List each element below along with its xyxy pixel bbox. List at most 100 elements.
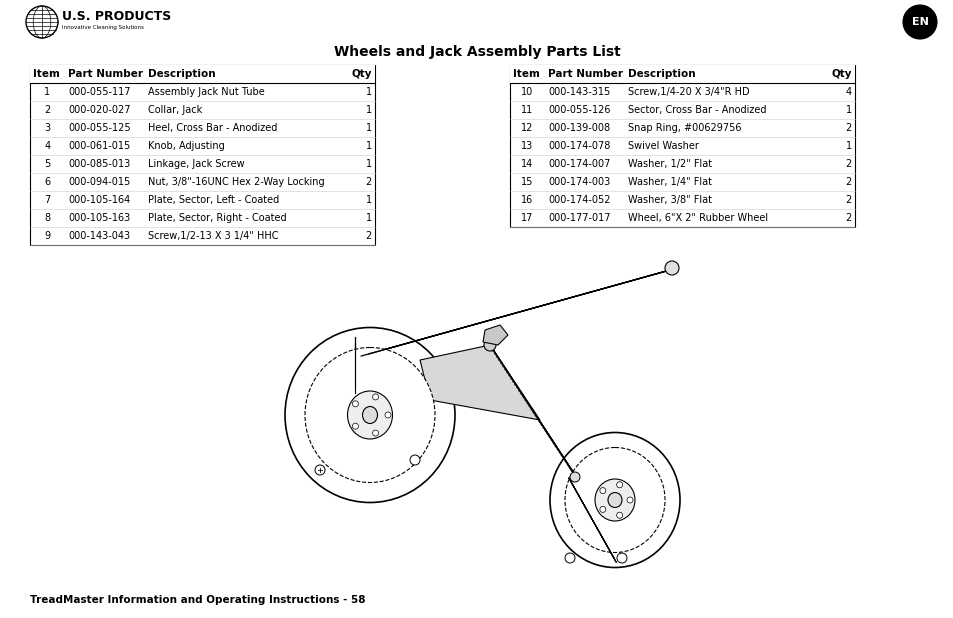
Circle shape	[363, 408, 376, 422]
Text: Screw,1/4-20 X 3/4"R HD: Screw,1/4-20 X 3/4"R HD	[627, 87, 749, 97]
Text: Swivel Washer: Swivel Washer	[627, 141, 699, 151]
Text: 000-055-117: 000-055-117	[68, 87, 131, 97]
Text: 000-061-015: 000-061-015	[68, 141, 131, 151]
Text: 7: 7	[45, 195, 51, 205]
Circle shape	[902, 5, 936, 39]
Circle shape	[373, 394, 378, 400]
Text: 15: 15	[520, 177, 533, 187]
Text: 3: 3	[45, 123, 51, 133]
Text: 11: 11	[521, 105, 533, 115]
Text: 000-174-078: 000-174-078	[547, 141, 610, 151]
Text: Sector, Cross Bar - Anodized: Sector, Cross Bar - Anodized	[627, 105, 765, 115]
Circle shape	[352, 423, 358, 429]
Text: 1: 1	[366, 159, 372, 169]
Polygon shape	[488, 342, 576, 478]
Text: 1: 1	[366, 87, 372, 97]
Ellipse shape	[347, 391, 392, 439]
Text: Wheel, 6"X 2" Rubber Wheel: Wheel, 6"X 2" Rubber Wheel	[627, 213, 767, 223]
Text: 000-085-013: 000-085-013	[68, 159, 131, 169]
Text: 9: 9	[45, 231, 51, 241]
Polygon shape	[482, 325, 507, 345]
Text: Description: Description	[627, 69, 695, 79]
Ellipse shape	[607, 493, 621, 507]
Circle shape	[314, 465, 325, 475]
Text: 000-094-015: 000-094-015	[68, 177, 131, 187]
Circle shape	[352, 401, 358, 407]
Text: Collar, Jack: Collar, Jack	[148, 105, 202, 115]
Text: 2: 2	[845, 159, 851, 169]
Circle shape	[26, 6, 58, 38]
Text: 000-020-027: 000-020-027	[68, 105, 131, 115]
Text: 14: 14	[521, 159, 533, 169]
Text: Snap Ring, #00629756: Snap Ring, #00629756	[627, 123, 740, 133]
Circle shape	[385, 412, 391, 418]
Text: 2: 2	[365, 231, 372, 241]
Text: 2: 2	[45, 105, 51, 115]
Text: 1: 1	[366, 213, 372, 223]
Text: 17: 17	[520, 213, 533, 223]
Text: TreadMaster Information and Operating Instructions - 58: TreadMaster Information and Operating In…	[30, 595, 365, 605]
Text: 4: 4	[45, 141, 51, 151]
Ellipse shape	[305, 347, 435, 483]
Text: 16: 16	[521, 195, 533, 205]
Text: Plate, Sector, Left - Coated: Plate, Sector, Left - Coated	[148, 195, 279, 205]
Text: U.S. PRODUCTS: U.S. PRODUCTS	[62, 9, 172, 22]
Text: 2: 2	[845, 213, 851, 223]
Ellipse shape	[550, 433, 679, 567]
Text: 1: 1	[366, 123, 372, 133]
Circle shape	[626, 497, 633, 503]
Ellipse shape	[595, 479, 635, 521]
Circle shape	[599, 488, 605, 494]
Text: 2: 2	[845, 195, 851, 205]
Circle shape	[616, 512, 622, 519]
Text: Nut, 3/8"-16UNC Hex 2-Way Locking: Nut, 3/8"-16UNC Hex 2-Way Locking	[148, 177, 324, 187]
Text: 1: 1	[366, 105, 372, 115]
Text: 000-143-315: 000-143-315	[547, 87, 610, 97]
Text: Wheels and Jack Assembly Parts List: Wheels and Jack Assembly Parts List	[334, 45, 619, 59]
Text: EN: EN	[911, 17, 927, 27]
Circle shape	[564, 553, 575, 563]
Ellipse shape	[285, 328, 455, 502]
Text: 10: 10	[521, 87, 533, 97]
Text: 000-174-003: 000-174-003	[547, 177, 610, 187]
Text: Knob, Adjusting: Knob, Adjusting	[148, 141, 225, 151]
Circle shape	[599, 506, 605, 512]
Text: 000-177-017: 000-177-017	[547, 213, 610, 223]
Text: Description: Description	[148, 69, 215, 79]
Text: 1: 1	[366, 195, 372, 205]
Text: Heel, Cross Bar - Anodized: Heel, Cross Bar - Anodized	[148, 123, 277, 133]
Text: 000-105-163: 000-105-163	[68, 213, 131, 223]
Circle shape	[410, 455, 419, 465]
Text: 2: 2	[845, 177, 851, 187]
Text: 000-055-126: 000-055-126	[547, 105, 610, 115]
Circle shape	[608, 494, 620, 506]
Circle shape	[664, 261, 679, 275]
Text: Innovative Cleaning Solutions: Innovative Cleaning Solutions	[62, 25, 144, 30]
Circle shape	[569, 472, 579, 482]
Text: 1: 1	[845, 141, 851, 151]
Text: 1: 1	[366, 141, 372, 151]
Text: 8: 8	[45, 213, 51, 223]
Text: 6: 6	[45, 177, 51, 187]
Text: 13: 13	[521, 141, 533, 151]
Text: Plate, Sector, Right - Coated: Plate, Sector, Right - Coated	[148, 213, 286, 223]
Ellipse shape	[362, 407, 377, 423]
Text: Qty: Qty	[831, 69, 851, 79]
Text: Linkage, Jack Screw: Linkage, Jack Screw	[148, 159, 244, 169]
Text: 000-143-043: 000-143-043	[68, 231, 130, 241]
Text: Screw,1/2-13 X 3 1/4" HHC: Screw,1/2-13 X 3 1/4" HHC	[148, 231, 278, 241]
Text: Washer, 1/2" Flat: Washer, 1/2" Flat	[627, 159, 711, 169]
Text: 000-174-052: 000-174-052	[547, 195, 610, 205]
Text: 000-055-125: 000-055-125	[68, 123, 131, 133]
Ellipse shape	[564, 447, 664, 552]
Text: Washer, 1/4" Flat: Washer, 1/4" Flat	[627, 177, 711, 187]
Text: 1: 1	[845, 105, 851, 115]
Text: 4: 4	[845, 87, 851, 97]
Text: 2: 2	[845, 123, 851, 133]
Text: 12: 12	[520, 123, 533, 133]
Circle shape	[483, 339, 496, 351]
Text: Assembly Jack Nut Tube: Assembly Jack Nut Tube	[148, 87, 265, 97]
Bar	[30, 65, 375, 245]
Text: 000-139-008: 000-139-008	[547, 123, 610, 133]
Polygon shape	[419, 345, 539, 420]
